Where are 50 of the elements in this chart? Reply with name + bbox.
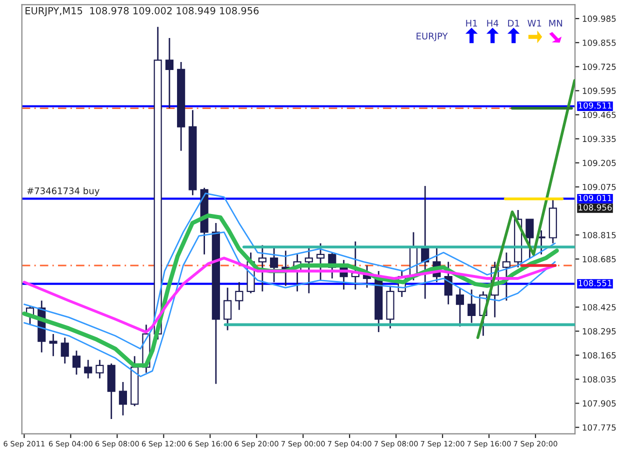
y-tick-label: 108.035	[582, 376, 616, 383]
candlestick	[468, 288, 476, 324]
y-tick-label: 109.335	[582, 136, 616, 142]
y-tick-label: 108.295	[582, 328, 616, 334]
candlestick	[526, 218, 534, 259]
y-tick-label: 109.595	[582, 88, 616, 94]
y-tick-label: 107.775	[582, 424, 616, 431]
chart-title: EURJPY,M15 108.978 109.002 108.949 108.956	[26, 7, 259, 16]
y-tick-label: 109.075	[582, 184, 616, 190]
annotation: H4	[487, 20, 498, 26]
candlestick	[316, 242, 325, 281]
y-tick-label: 108.165	[582, 352, 616, 358]
candlestick	[72, 350, 81, 376]
y-tick-label: 107.905	[582, 400, 616, 407]
annotation: #73461734 buy	[27, 187, 100, 196]
line-series	[24, 232, 556, 378]
candlestick	[60, 336, 69, 364]
y-tick-label: 109.855	[582, 40, 616, 46]
annotation: D1	[508, 20, 520, 26]
candlestick	[502, 252, 510, 302]
annotation: MN	[549, 20, 562, 26]
y-tick-label: 109.985	[582, 16, 616, 22]
ref-line-label: 109.511	[578, 102, 612, 109]
ref-line-label: 109.011	[578, 194, 612, 202]
candlestick	[537, 230, 546, 256]
candlestick	[96, 359, 104, 380]
candlestick	[84, 359, 92, 380]
annotation: H1	[466, 20, 477, 26]
y-tick-label: 109.725	[582, 64, 616, 70]
candlestick	[118, 381, 128, 416]
candlestick	[270, 246, 278, 283]
candlestick	[49, 333, 58, 357]
ref-line-label: 108.551	[578, 280, 612, 286]
y-tick-label: 108.425	[582, 304, 616, 310]
line-series	[476, 79, 575, 340]
y-tick-label: 108.685	[582, 256, 616, 262]
annotation: W1	[528, 20, 542, 26]
candlestick	[224, 287, 232, 331]
y-tick-label: 108.815	[582, 232, 616, 238]
y-tick-label: 109.465	[582, 112, 616, 118]
text: 108.956	[578, 204, 612, 211]
candlestick	[258, 244, 266, 292]
y-tick-label: 109.205	[582, 160, 616, 166]
candlestick	[235, 281, 244, 311]
candlestick	[165, 37, 174, 109]
line-series	[22, 256, 556, 334]
candlestick	[456, 287, 464, 328]
candlestick	[304, 246, 313, 294]
annotation: EURJPY	[416, 32, 448, 42]
candlestick	[444, 261, 452, 306]
